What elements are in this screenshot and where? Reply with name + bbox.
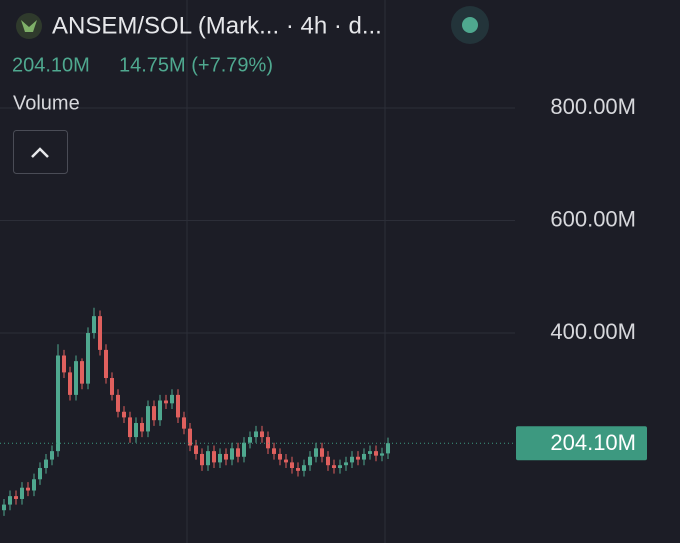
candle-body [314, 448, 318, 457]
current-price-label: 204.10M [550, 430, 636, 455]
candle-body [386, 443, 390, 454]
chevron-up [31, 147, 49, 158]
candle-body [158, 400, 162, 421]
candle-body [152, 406, 156, 421]
candle-body [308, 456, 312, 466]
y-tick-label: 600.00M [550, 206, 636, 231]
candle-body [224, 453, 228, 460]
candle-body [80, 361, 84, 384]
candle-body [188, 428, 192, 446]
candle-body [8, 496, 12, 505]
candle-body [368, 451, 372, 454]
current-price-tag [516, 426, 647, 461]
candle-body [2, 504, 6, 511]
candle-body [362, 453, 366, 460]
candle-body [194, 445, 198, 454]
candle-body [326, 456, 330, 466]
candle-body [206, 451, 210, 466]
candle-body [14, 496, 18, 499]
candle-body [134, 423, 138, 438]
candle-body [248, 437, 252, 443]
candle-body [170, 394, 174, 404]
candle-body [200, 453, 204, 466]
symbol-icon-glyph [21, 20, 37, 32]
candle-body [164, 400, 168, 404]
candle-body [344, 462, 348, 466]
candle-body [278, 453, 282, 460]
candle-body [212, 451, 216, 463]
candle-body [380, 453, 384, 456]
candle-body [218, 453, 222, 463]
candle-body [182, 417, 186, 429]
candle-body [104, 349, 108, 379]
candle-body [374, 451, 378, 456]
candle-body [176, 394, 180, 418]
candle-body [116, 394, 120, 412]
candle-body [74, 361, 78, 395]
candle-body [284, 459, 288, 463]
candles [2, 307, 390, 516]
candle-body [62, 355, 66, 373]
candle-body [20, 487, 24, 499]
candle-body [320, 448, 324, 457]
candle-body [122, 411, 126, 418]
candle-body [110, 378, 114, 395]
candle-body [146, 406, 150, 432]
candle-body [140, 423, 144, 432]
candle-body [338, 465, 342, 469]
candle-body [254, 431, 258, 438]
candle-body [350, 456, 354, 463]
legend-price: 204.10M [12, 54, 90, 76]
chart-title: ANSEM/SOL (Mark... · 4h · d... [52, 12, 382, 39]
y-tick-label: 800.00M [550, 94, 636, 119]
legend-change: 14.75M (+7.79%) [119, 54, 273, 76]
candle-body [296, 468, 300, 471]
candle-body [302, 465, 306, 471]
symbol-icon [16, 13, 42, 39]
overlay: 400.00M 600.00M 800.00M 204.10M [0, 94, 647, 461]
candle-body [272, 448, 276, 454]
candle-body [98, 316, 102, 350]
candle-body [32, 479, 36, 491]
candle-body [44, 459, 48, 469]
candle-body [128, 417, 132, 438]
candle-body [332, 465, 336, 469]
candle-body [290, 462, 294, 469]
candle-body [242, 442, 246, 457]
y-tick-label: 400.00M [550, 319, 636, 344]
candle-body [260, 431, 264, 438]
status-dot [462, 17, 478, 33]
candle-body [92, 316, 96, 334]
candle-body [38, 468, 42, 480]
candle-body [266, 437, 270, 449]
candle-body [50, 451, 54, 460]
candle-body [230, 448, 234, 460]
grid [0, 0, 515, 543]
pane-label: Volume [13, 92, 80, 114]
candle-body [356, 456, 360, 460]
collapse-button[interactable] [13, 130, 68, 174]
candle-body [26, 487, 30, 491]
candle-body [86, 333, 90, 384]
candle-body [68, 372, 72, 395]
candle-body [236, 448, 240, 457]
candle-body [56, 355, 60, 452]
